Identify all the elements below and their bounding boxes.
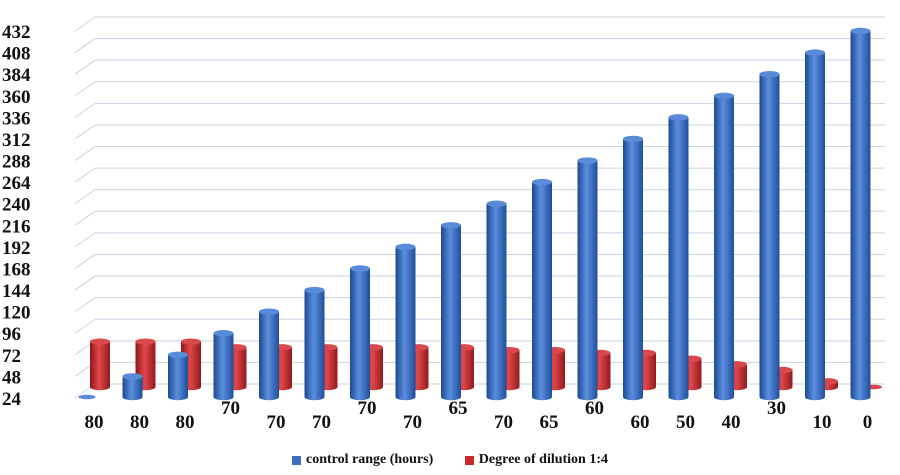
y-tick-label: 168 <box>2 259 31 280</box>
gridline-depth <box>74 210 96 226</box>
bar-control-range <box>714 92 734 401</box>
bar-control-range <box>213 330 234 401</box>
legend-item-dilution: Degree of dilution 1:4 <box>464 452 609 468</box>
bar-control-range <box>168 351 188 401</box>
bar-control-range <box>805 49 825 401</box>
x-axis-ticks: 80 80 80 70 70 70 70 70 65 70 65 60 60 50 40 30 10 0 <box>85 398 873 433</box>
legend-swatch-red <box>464 455 474 465</box>
gridline-depth <box>74 124 96 140</box>
gridline-depth <box>74 102 96 118</box>
x-tick-label: 65 <box>449 398 468 419</box>
legend-label-dilution: Degree of dilution 1:4 <box>478 452 609 467</box>
x-tick-label: 70 <box>494 412 513 433</box>
y-tick-label: 264 <box>2 173 31 194</box>
x-tick-label: 70 <box>358 398 377 419</box>
x-tick-label: 50 <box>676 412 695 433</box>
gridline-depth <box>74 189 96 205</box>
y-tick-label: 144 <box>2 281 31 302</box>
x-tick-label: 70 <box>403 412 422 433</box>
x-tick-label: 60 <box>631 412 650 433</box>
x-tick-label: 10 <box>813 412 832 433</box>
bar-control-range <box>759 70 780 401</box>
x-tick-label: 80 <box>176 412 195 433</box>
gridline-depth <box>74 38 96 53</box>
bar-dilution <box>90 338 110 391</box>
bar-control-range <box>350 265 370 401</box>
bar-control-range <box>304 286 325 401</box>
legend-item-control-range: control range (hours) <box>291 452 434 468</box>
legend-label-control-range: control range (hours) <box>305 452 434 467</box>
y-tick-label: 384 <box>2 65 31 86</box>
bar-control-range <box>441 222 461 401</box>
y-tick-label: 336 <box>2 108 31 129</box>
gridline-depth <box>74 16 96 32</box>
bar-control-range <box>259 308 279 401</box>
y-tick-label: 216 <box>2 216 31 237</box>
chart: 2448729612014416819221624026428831233636… <box>2 16 885 433</box>
bar-control-range <box>577 157 598 401</box>
bars <box>78 27 882 401</box>
bar-control-range <box>850 27 871 401</box>
y-tick-label: 312 <box>2 130 31 151</box>
gridline-depth <box>74 254 96 269</box>
x-tick-label: 30 <box>767 398 786 419</box>
y-tick-label: 120 <box>2 303 31 324</box>
gridline-depth <box>74 318 96 334</box>
x-tick-label: 65 <box>540 412 559 433</box>
x-tick-label: 40 <box>722 412 741 433</box>
y-tick-label: 192 <box>2 238 31 259</box>
bar-control-range <box>668 114 689 401</box>
y-tick-label: 48 <box>2 367 21 388</box>
gridline-depth <box>74 232 96 248</box>
y-tick-label: 288 <box>2 152 31 173</box>
y-tick-label: 240 <box>2 195 31 216</box>
x-tick-label: 70 <box>312 412 331 433</box>
gridline-depth <box>74 146 96 161</box>
bar-control-range <box>122 373 143 401</box>
gridline-depth <box>74 81 96 97</box>
x-tick-label: 80 <box>85 412 104 433</box>
x-tick-label: 70 <box>267 412 286 433</box>
x-tick-label: 70 <box>221 398 240 419</box>
gridline-depth <box>74 59 96 75</box>
bar-control-range <box>532 178 552 401</box>
bar-control-range <box>78 394 96 400</box>
y-axis-ticks: 2448729612014416819221624026428831233636… <box>2 22 31 410</box>
bar-control-range <box>623 135 643 401</box>
y-tick-label: 24 <box>2 389 22 410</box>
y-tick-label: 432 <box>2 22 31 43</box>
x-tick-label: 80 <box>130 412 149 433</box>
legend-swatch-blue <box>291 455 301 465</box>
gridline-depth <box>74 275 96 291</box>
y-tick-label: 408 <box>2 44 31 65</box>
y-tick-label: 72 <box>2 346 21 367</box>
y-tick-label: 96 <box>2 324 21 345</box>
x-tick-label: 0 <box>863 412 873 433</box>
legend: control range (hours) Degree of dilution… <box>0 452 900 470</box>
gridline-depth <box>74 167 96 183</box>
x-tick-label: 60 <box>585 398 604 419</box>
bar-control-range <box>395 243 416 401</box>
gridline-depth <box>74 297 96 313</box>
y-tick-label: 360 <box>2 87 31 108</box>
bar-control-range <box>486 200 507 401</box>
